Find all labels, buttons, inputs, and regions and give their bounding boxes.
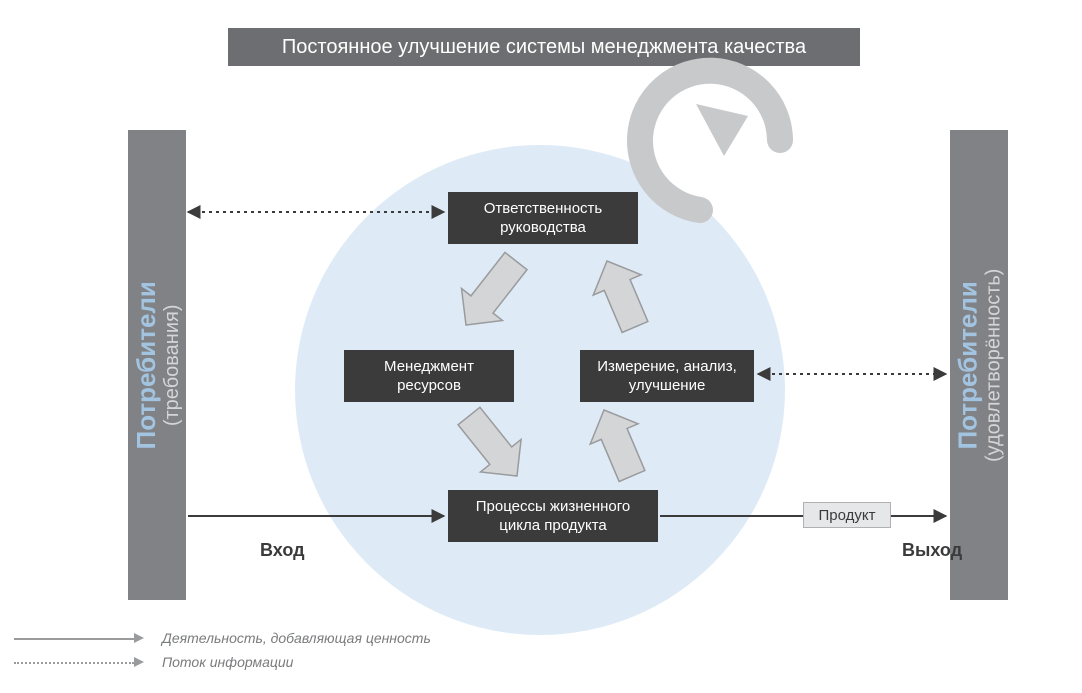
legend-dotted-icon: [14, 657, 144, 667]
legend-dotted-label: Поток информации: [162, 654, 293, 670]
output-label: Выход: [902, 540, 962, 561]
node-measurement: Измерение, анализ, улучшение: [580, 350, 754, 402]
node-resources: Менеджмент ресурсов: [344, 350, 514, 402]
node-lifecycle: Процессы жизненного цикла продукта: [448, 490, 658, 542]
consumers-right-bar: Потребители (удовлетворённость): [950, 130, 1008, 600]
node-responsibility: Ответственность руководства: [448, 192, 638, 244]
diagram-title: Постоянное улучшение системы менеджмента…: [228, 28, 860, 66]
legend: Деятельность, добавляющая ценность Поток…: [14, 629, 431, 677]
legend-solid-icon: [14, 633, 144, 643]
consumers-right-main: Потребители: [954, 268, 983, 461]
product-box: Продукт: [803, 502, 891, 528]
consumers-left-bar: Потребители (требования): [128, 130, 186, 600]
input-label: Вход: [260, 540, 305, 561]
consumers-left-main: Потребители: [132, 281, 161, 449]
consumers-right-sub: (удовлетворённость): [982, 268, 1004, 461]
legend-solid-label: Деятельность, добавляющая ценность: [162, 630, 431, 646]
consumers-left-sub: (требования): [160, 281, 182, 449]
